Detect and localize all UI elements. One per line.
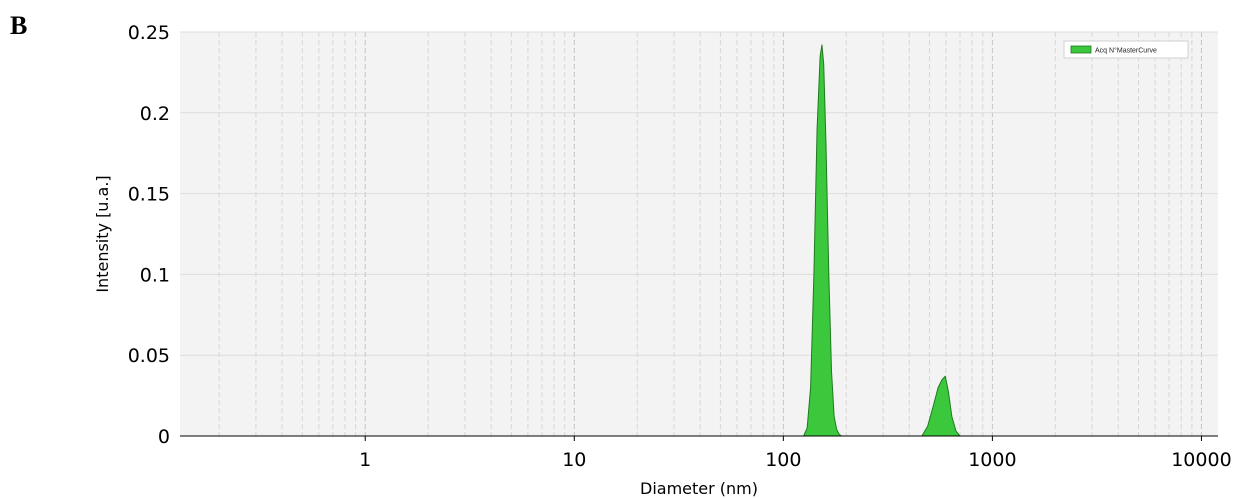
- y-ticks: 0 0.05 0.1 0.15 0.2 0.25: [128, 22, 170, 448]
- y-tick-label: 0.15: [128, 184, 170, 206]
- x-axis-title: Diameter (nm): [640, 479, 758, 498]
- grid-minor: [218, 32, 1202, 436]
- x-tick-label: 10000: [1171, 449, 1231, 471]
- y-tick-label: 0.1: [140, 264, 170, 286]
- x-tick-label: 1: [359, 449, 371, 471]
- series-peak: [803, 44, 843, 437]
- y-axis-title: Intensity [u.a.]: [93, 175, 112, 292]
- grid-major: [180, 31, 1218, 356]
- legend-swatch: [1070, 45, 1092, 54]
- panel-label: B: [10, 11, 27, 40]
- plot-area: [180, 32, 1218, 436]
- series-layer: [803, 44, 961, 437]
- x-tick-label: 10: [562, 449, 586, 471]
- y-tick-label: 0.05: [128, 345, 170, 367]
- x-ticks: 1 10 100 1000 10000: [359, 436, 1232, 471]
- y-tick-label: 0.2: [140, 103, 170, 125]
- series-peak: [921, 375, 961, 437]
- legend-label: Acq N°MasterCurve: [1095, 47, 1157, 55]
- legend-box: [1063, 40, 1189, 59]
- y-tick-label: 0: [158, 426, 170, 448]
- x-tick-label: 100: [765, 449, 801, 471]
- y-tick-label: 0.25: [128, 22, 170, 44]
- x-tick-label: 1000: [968, 449, 1016, 471]
- legend: Acq N°MasterCurve: [1063, 40, 1189, 59]
